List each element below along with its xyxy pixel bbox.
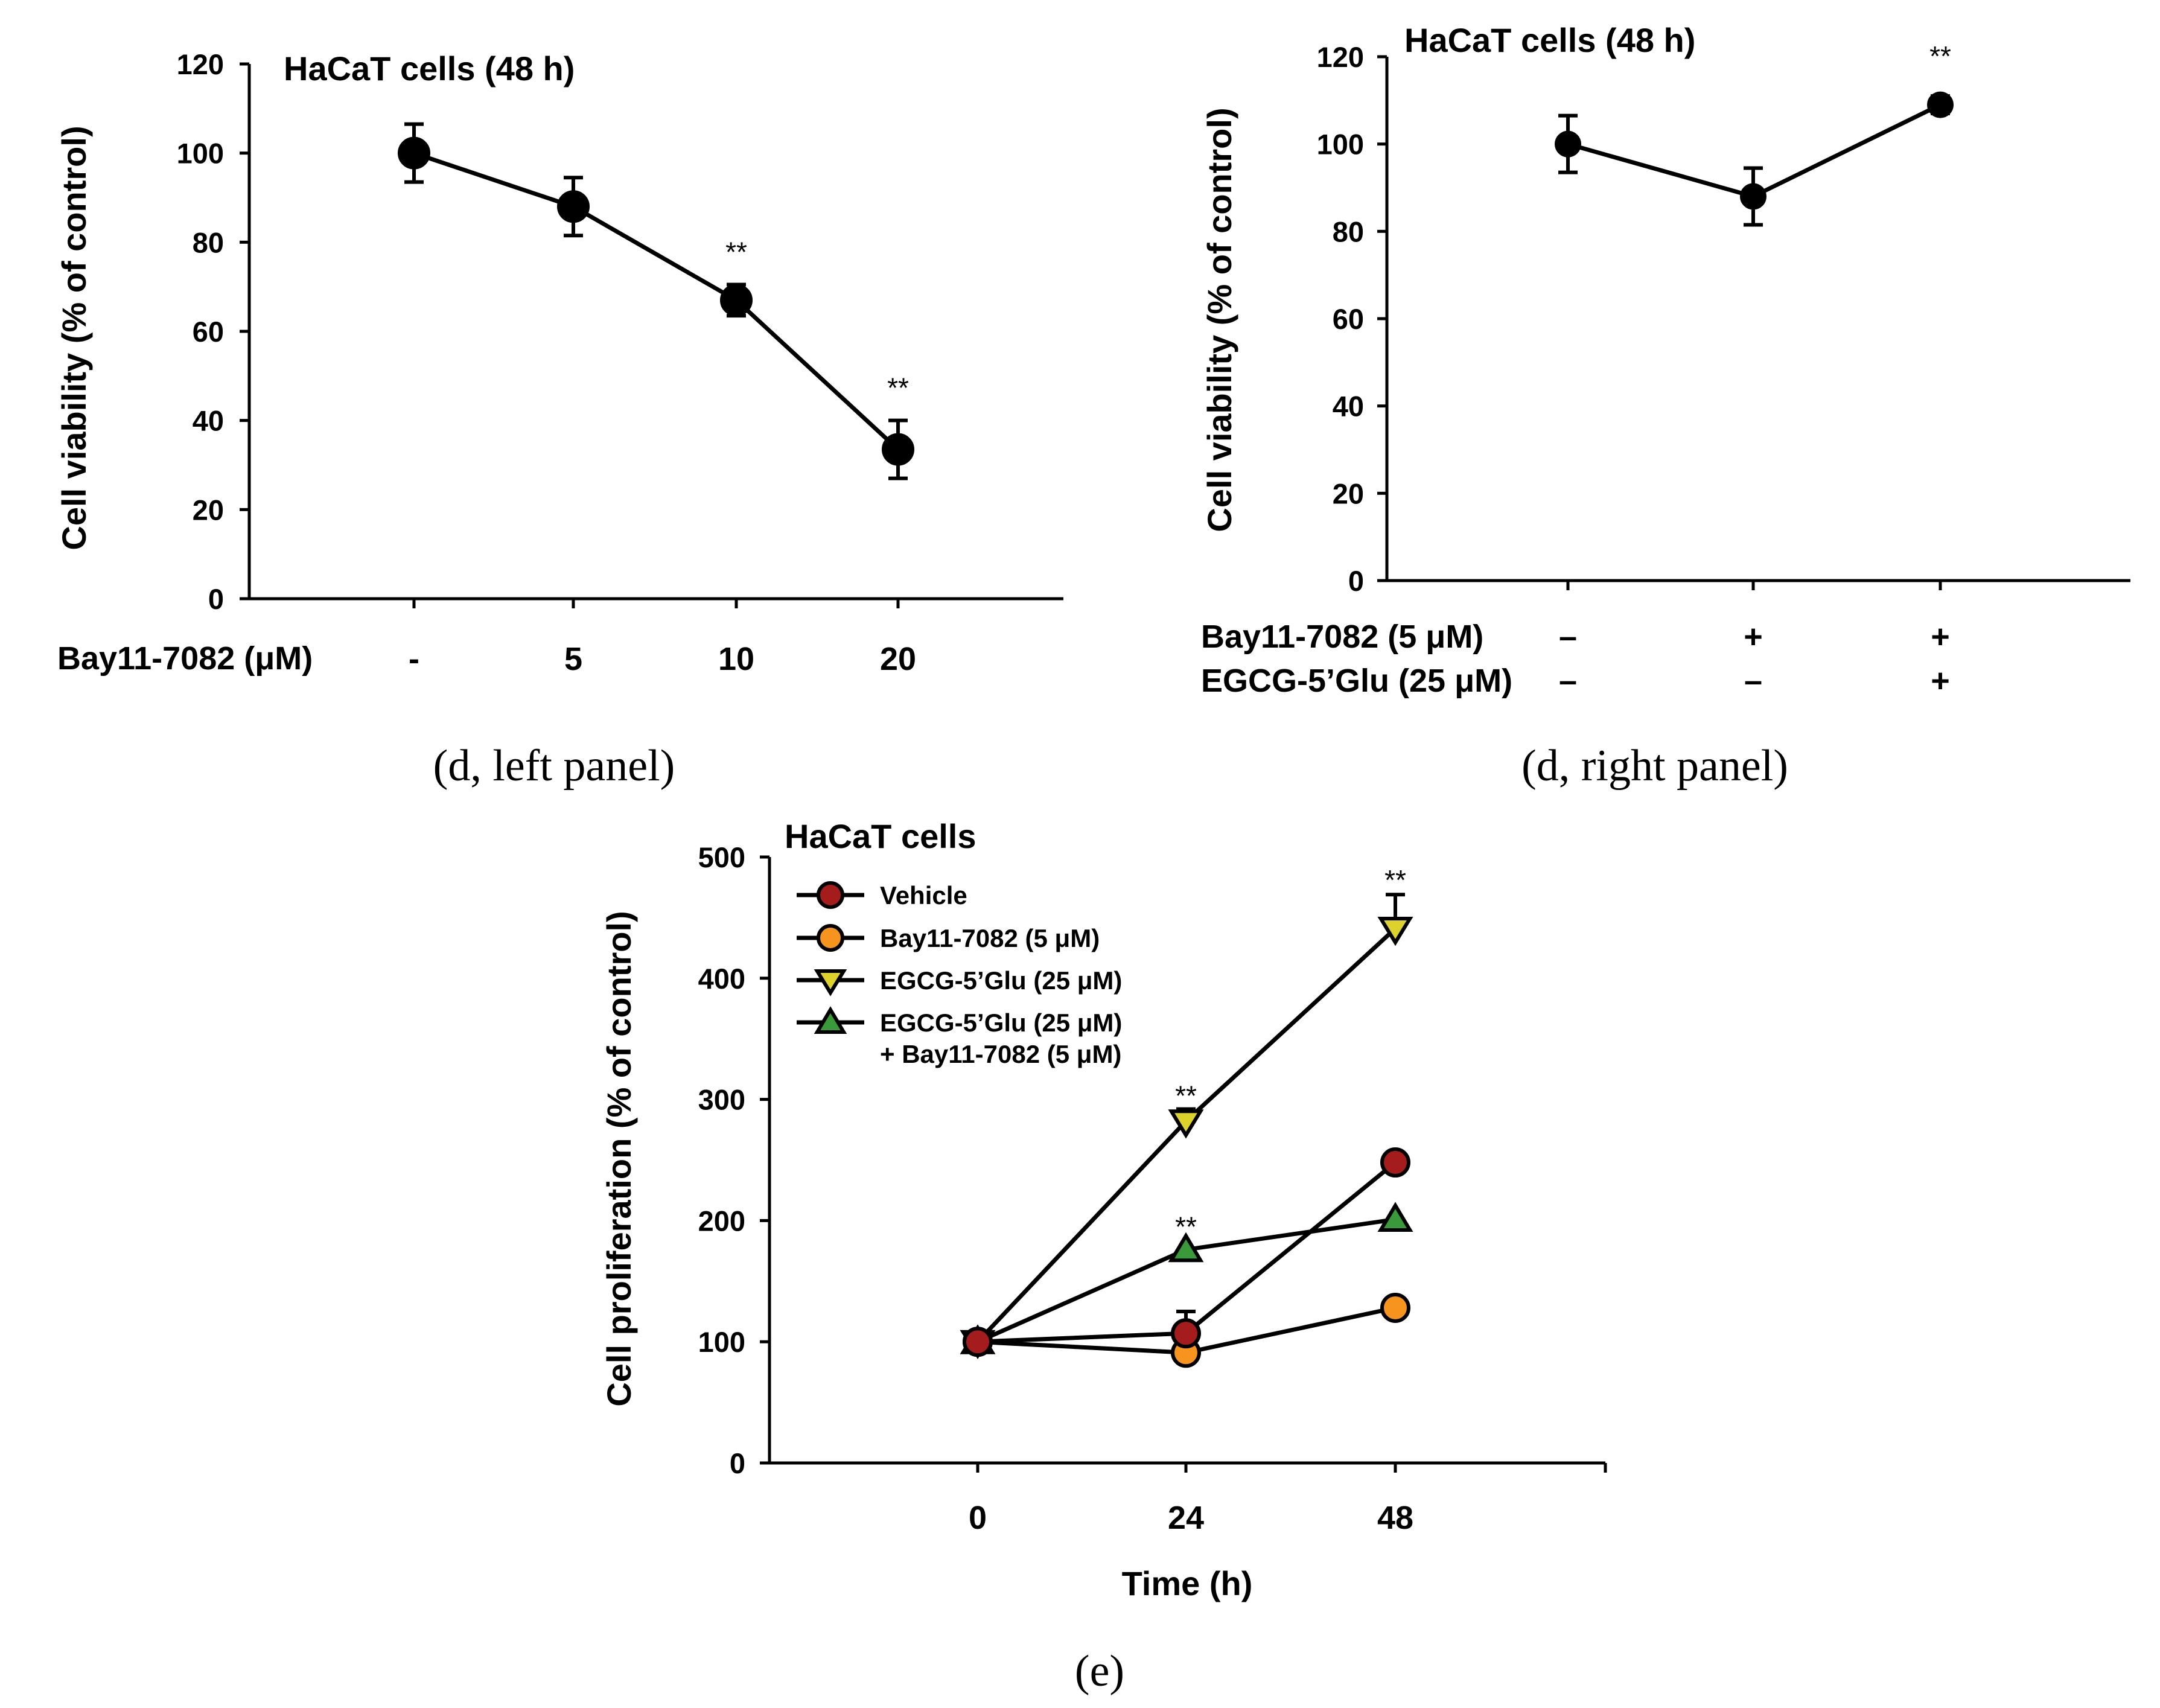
- legend-label: EGCG-5’Glu (25 μM): [880, 966, 1122, 995]
- significance-mark: **: [1175, 1211, 1197, 1242]
- significance-mark: **: [1384, 864, 1406, 896]
- chart-d-right-ylabel: Cell viability (% of control): [1200, 107, 1238, 532]
- data-point: [557, 190, 590, 223]
- y-tick-label: 20: [1333, 477, 1364, 509]
- chart-d-right-axes: [1385, 57, 2130, 590]
- x-tick-label: 48: [1377, 1500, 1413, 1536]
- row-value: –: [1559, 619, 1577, 655]
- y-tick-label: 60: [1333, 303, 1364, 335]
- significance-mark: **: [1929, 40, 1951, 72]
- chart-d-left-row-label: Bay11-7082 (μM): [57, 640, 313, 677]
- chart-d-right-caption: (d, right panel): [1521, 741, 1788, 791]
- x-tick-label: 10: [718, 641, 754, 677]
- data-point: [882, 433, 914, 466]
- chart-e-xlabel: Time (h): [1122, 1564, 1253, 1602]
- y-tick-label: 300: [698, 1084, 745, 1116]
- row-value: +: [1744, 619, 1763, 655]
- data-point-series-3: [1168, 1109, 1204, 1139]
- chart-d-left-axes: [247, 64, 1063, 608]
- chart-d-right-yticks: 0 20 40 60 80 100 120: [1317, 41, 1387, 597]
- y-tick-label: 0: [730, 1447, 745, 1479]
- chart-d-left-yticks: 0 20 40 60 80 100 120: [177, 48, 249, 615]
- x-tick-label: -: [409, 641, 419, 677]
- legend-label-line2: + Bay11-7082 (5 μM): [880, 1040, 1121, 1068]
- data-point: [1927, 91, 1954, 118]
- y-tick-label: 100: [1317, 129, 1364, 161]
- series-line: [413, 151, 900, 451]
- legend-label: EGCG-5’Glu (25 μM): [880, 1009, 1122, 1037]
- row-value: +: [1931, 619, 1950, 655]
- y-tick-label: 100: [698, 1326, 745, 1358]
- y-tick-label: 0: [1348, 565, 1364, 597]
- significance-mark: **: [725, 236, 747, 267]
- legend-marker: [817, 924, 844, 952]
- data-point: [398, 136, 430, 170]
- data-point: [1555, 130, 1581, 158]
- y-tick-label: 200: [698, 1205, 745, 1237]
- chart-e-caption: (e): [1075, 1646, 1124, 1696]
- y-tick-label: 0: [208, 583, 224, 615]
- y-tick-label: 80: [193, 226, 224, 258]
- y-tick-label: 20: [193, 494, 224, 526]
- chart-d-right: 0 20 40 60 80 100 120 ** HaCaT cells (48 h) Ce…: [1200, 21, 2130, 791]
- data-point: [1740, 183, 1767, 210]
- data-point-series-1: [1380, 1147, 1410, 1178]
- row-value: +: [1931, 663, 1950, 699]
- row-value: –: [1559, 663, 1577, 699]
- data-point-series-1: [963, 1327, 993, 1357]
- chart-d-left-xtick-labels: - 5 10 20: [409, 641, 916, 677]
- data-point-series-4: [1168, 1232, 1204, 1263]
- chart-e: 0 100 200 300 400 500 ** ** ** Vehicle Bay11-708…: [600, 817, 1607, 1696]
- legend-marker: [814, 969, 847, 996]
- y-tick-label: 60: [193, 316, 224, 348]
- x-tick-label: 5: [564, 641, 582, 677]
- y-tick-label: 40: [1333, 390, 1364, 422]
- y-tick-label: 100: [177, 138, 224, 170]
- chart-e-xtick-labels: 0 24 48: [969, 1500, 1413, 1536]
- data-point: [720, 284, 753, 317]
- legend-label: Bay11-7082 (5 μM): [880, 924, 1100, 952]
- y-tick-label: 500: [698, 841, 745, 873]
- chart-e-title: HaCaT cells: [785, 817, 976, 855]
- legend-marker: [814, 1006, 847, 1034]
- chart-e-legend: Vehicle Bay11-7082 (5 μM) EGCG-5’Glu (25 μ…: [797, 881, 1122, 1068]
- y-tick-label: 120: [177, 48, 224, 80]
- chart-e-axes: [768, 857, 1607, 1473]
- data-point-series-2: [1380, 1292, 1410, 1323]
- row-value: –: [1744, 663, 1762, 699]
- chart-d-right-row-values: – + + – – +: [1559, 619, 1950, 699]
- chart-d-left-ylabel: Cell viability (% of control): [55, 126, 93, 550]
- chart-e-yticks: 0 100 200 300 400 500: [698, 841, 769, 1479]
- chart-e-ylabel: Cell proliferation (% of control): [600, 911, 638, 1406]
- data-point-series-3: [1377, 916, 1413, 946]
- x-tick-label: 0: [969, 1500, 987, 1536]
- x-tick-label: 20: [880, 641, 916, 677]
- chart-d-right-title: HaCaT cells (48 h): [1404, 21, 1695, 59]
- chart-d-left-title: HaCaT cells (48 h): [284, 49, 575, 88]
- chart-d-right-series: **: [1555, 40, 1954, 227]
- data-point-series-1: [1171, 1318, 1201, 1349]
- legend-label: Vehicle: [880, 881, 967, 910]
- chart-d-right-row-label-1: Bay11-7082 (5 μM): [1201, 619, 1483, 655]
- chart-d-left-caption: (d, left panel): [433, 741, 675, 791]
- chart-d-right-row-label-2: EGCG-5’Glu (25 μM): [1201, 663, 1512, 699]
- significance-mark: **: [1175, 1080, 1197, 1112]
- y-tick-label: 40: [193, 405, 224, 437]
- chart-d-left-series: ** **: [398, 122, 914, 480]
- x-tick-label: 24: [1168, 1500, 1204, 1536]
- chart-e-series: ** ** **: [960, 864, 1413, 1368]
- y-tick-label: 80: [1333, 215, 1364, 247]
- legend-marker: [817, 881, 844, 909]
- y-tick-label: 120: [1317, 41, 1364, 73]
- y-tick-label: 400: [698, 963, 745, 995]
- significance-mark: **: [887, 372, 909, 404]
- data-point-series-4: [1377, 1202, 1413, 1232]
